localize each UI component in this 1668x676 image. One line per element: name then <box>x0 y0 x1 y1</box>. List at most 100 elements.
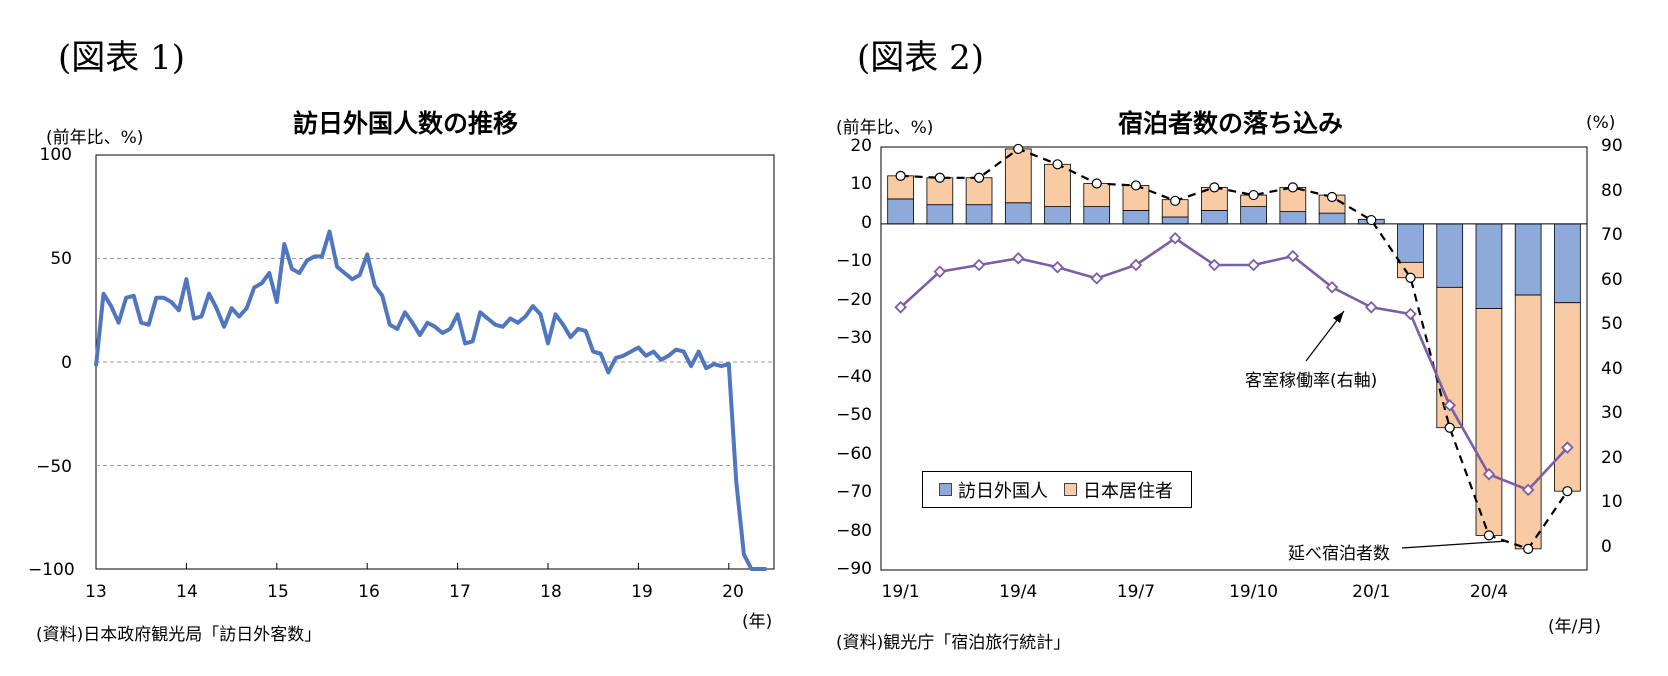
marker-total <box>973 172 985 183</box>
y-tick-secondary: 50 <box>1601 314 1623 335</box>
y-tick-secondary: 0 <box>1601 536 1612 557</box>
leader-total <box>1401 540 1509 549</box>
bar-inbound <box>1514 223 1542 296</box>
bar-inbound <box>1318 212 1346 225</box>
marker-occupancy <box>1012 252 1025 265</box>
legend-swatch-resident <box>1064 483 1077 496</box>
bar-resident <box>1514 294 1542 550</box>
marker-occupancy <box>1365 301 1378 314</box>
marker-total <box>1405 272 1416 283</box>
bar-inbound <box>1397 223 1424 263</box>
y-tick: 20 <box>850 136 872 156</box>
x-tick: 13 <box>85 582 107 602</box>
marker-occupancy <box>1561 441 1574 454</box>
bar-inbound <box>1240 206 1267 225</box>
marker-occupancy <box>1168 232 1182 245</box>
marker-total <box>1170 195 1181 206</box>
x-tick: 17 <box>449 582 471 602</box>
y-tick: −20 <box>836 289 872 310</box>
y-tick: 50 <box>50 249 72 269</box>
chart-title-left: 訪日外国人数の推移 <box>293 109 519 138</box>
bar-inbound <box>1083 206 1111 225</box>
bar-resident <box>1279 186 1307 213</box>
bar-resident <box>887 175 914 200</box>
bar-inbound <box>1357 218 1385 225</box>
y-tick: −70 <box>836 482 872 503</box>
marker-occupancy <box>894 301 907 314</box>
marker-occupancy <box>1482 467 1496 481</box>
bar-inbound <box>926 204 954 225</box>
bar-resident <box>1436 286 1464 429</box>
chart-title-right: 宿泊者数の落ち込み <box>1118 109 1344 138</box>
y-tick: −50 <box>36 457 72 477</box>
marker-occupancy <box>1208 258 1221 272</box>
marker-occupancy <box>1129 258 1143 272</box>
figure-label-right: (図表 2) <box>857 38 984 78</box>
annotation-occupancy: 客室稼働率(右軸) <box>1245 371 1378 391</box>
bar-inbound <box>1044 206 1071 225</box>
bar-inbound <box>965 204 993 225</box>
bar-inbound <box>1201 210 1228 225</box>
x-tick: 14 <box>176 582 198 602</box>
x-tick: 19/1 <box>881 582 920 602</box>
x-unit-left: (年) <box>742 612 773 632</box>
marker-occupancy <box>933 265 947 278</box>
marker-total <box>1287 182 1298 193</box>
marker-occupancy <box>1286 249 1300 263</box>
bar-inbound <box>1122 210 1150 225</box>
y-tick-secondary: 80 <box>1601 180 1623 201</box>
arrowhead-occupancy <box>1333 311 1344 323</box>
marker-occupancy <box>972 258 986 272</box>
series-line-occupancy <box>899 236 1569 492</box>
bar-resident <box>1554 302 1581 492</box>
marker-total <box>895 170 906 181</box>
bar-resident <box>1475 308 1503 536</box>
x-tick: 19/7 <box>1116 582 1156 602</box>
legend: 訪日外国人 日本居住者 <box>922 471 1192 508</box>
marker-total <box>1091 178 1102 189</box>
series-line-inbound <box>94 229 767 571</box>
y-tick: −90 <box>836 559 872 579</box>
marker-total <box>1562 486 1573 497</box>
marker-total <box>1523 543 1534 554</box>
legend-item-inbound: 訪日外国人 <box>939 477 1048 503</box>
legend-label-inbound: 訪日外国人 <box>958 480 1048 502</box>
y-tick: −40 <box>836 366 872 387</box>
marker-total <box>1248 189 1259 201</box>
marker-total <box>1326 191 1338 203</box>
plot-area-left <box>95 154 775 570</box>
x-tick: 20 <box>722 582 744 602</box>
y-tick: −10 <box>836 251 872 272</box>
source-left: (資料)日本政府観光局「訪日外客数」 <box>36 625 322 645</box>
y-unit-right-right: (%) <box>1586 113 1616 133</box>
bar-inbound <box>1475 223 1503 309</box>
marker-total <box>1483 530 1495 541</box>
marker-occupancy <box>1051 260 1064 274</box>
marker-total <box>1130 180 1142 191</box>
legend-swatch-inbound <box>939 483 952 496</box>
marker-occupancy <box>1443 398 1456 412</box>
x-tick: 19 <box>631 582 653 602</box>
x-tick: 16 <box>358 582 380 602</box>
bar-resident <box>1240 194 1267 208</box>
y-tick-secondary: 30 <box>1601 403 1623 424</box>
bar-resident <box>1161 199 1189 218</box>
x-tick: 19/10 <box>1229 582 1279 602</box>
marker-occupancy <box>1247 258 1260 272</box>
marker-total <box>1052 159 1063 170</box>
marker-total <box>1444 422 1455 433</box>
source-right: (資料)観光庁「宿泊旅行統計」 <box>836 633 1071 653</box>
annotation-total: 延べ宿泊者数 <box>1288 544 1390 564</box>
y-tick: −50 <box>836 405 872 426</box>
y-tick: 100 <box>39 145 72 165</box>
marker-occupancy <box>1325 280 1339 294</box>
y-tick-secondary: 70 <box>1601 225 1623 246</box>
marker-total <box>1013 143 1024 155</box>
x-tick: 20/4 <box>1469 582 1509 602</box>
marker-occupancy <box>1404 307 1417 321</box>
marker-occupancy <box>1521 483 1535 497</box>
bar-inbound <box>1554 223 1581 304</box>
y-tick: −100 <box>28 560 75 580</box>
bar-inbound <box>887 198 914 225</box>
bar-resident <box>1318 194 1346 214</box>
